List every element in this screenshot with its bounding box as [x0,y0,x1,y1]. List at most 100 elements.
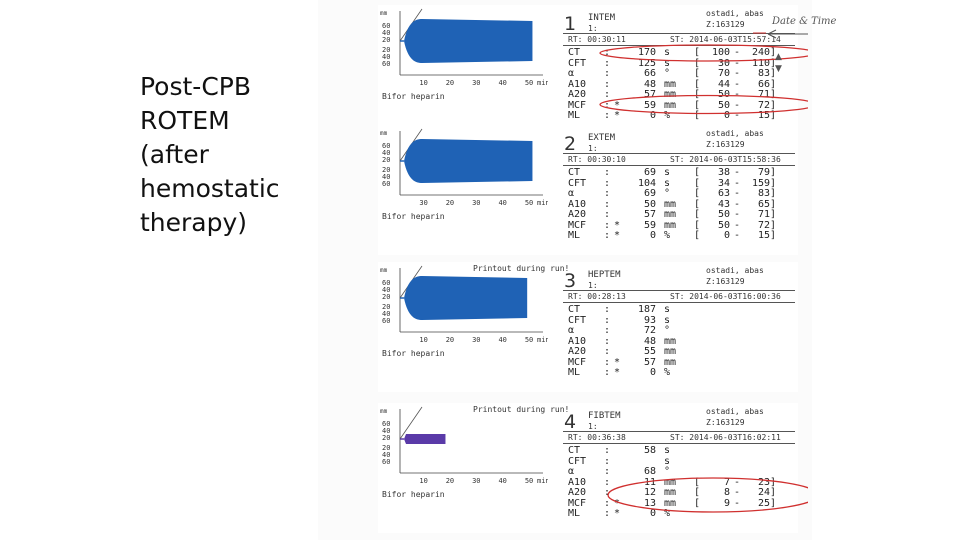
range-dash: - [733,57,741,69]
range-open: [ [694,47,701,58]
result-row: A10: 48 mm [44- 66] [568,78,778,91]
start-time: ST: 2014-06-03T16:02:11 [670,433,781,442]
x-tick-label: 20 [446,336,454,344]
parameter-name: A20 [568,89,587,100]
parameter-value: 57 [643,209,656,220]
y-tick-label: 20 [382,293,390,301]
y-tick-label: 40 [382,29,390,37]
separator: : [604,188,611,199]
flag-marker [614,90,624,101]
up-arrow-icon: ▲ [775,52,782,62]
range-close: ] [770,487,777,498]
parameter-value: 0 [649,367,656,378]
separator: : [604,304,611,315]
y-unit-label: mm [380,408,388,415]
y-tick-label: 40 [382,310,390,318]
parameter-name: CFT [568,57,587,69]
y-tick-label: 40 [382,451,390,459]
parameter-unit: % [664,367,671,378]
parameter-unit: mm [664,78,677,90]
patient-id: Z:163129 [706,277,745,286]
result-row: ML: * 0% [568,508,778,520]
range-high: 240 [751,47,770,58]
separator: : [604,356,611,368]
range-open: [ [694,188,701,199]
parameter-name: MCF [568,356,587,368]
parameter-value: 59 [643,219,656,231]
panel-number: 2 [564,133,577,155]
title-line: therapy) [140,208,248,237]
range-low: 50 [717,209,730,220]
range-dash: - [733,167,741,178]
x-tick-label: 50 [525,477,533,485]
range-dash: - [733,68,741,79]
parameter-value: 0 [649,110,656,121]
parameter-unit: % [664,230,671,241]
x-tick-label: 50 [525,199,533,207]
y-tick-label: 60 [382,22,390,30]
parameter-unit: % [664,508,671,519]
parameter-unit: mm [664,487,677,498]
result-row: CT:170 s[100-240] [568,47,778,59]
x-tick-label: 30 [472,477,480,485]
result-row: α: 72 ° [568,325,694,337]
header-rule [563,302,795,303]
parameter-unit: s [664,314,671,326]
range-high: 159 [751,177,770,189]
separator: : [604,167,611,178]
parameter-value: 48 [643,78,656,90]
result-row: A20: 12 mm [8- 24] [568,487,778,499]
y-tick-label: 60 [382,279,390,287]
parameter-unit: mm [664,198,677,210]
start-time: ST: 2014-06-03T16:00:36 [670,292,781,301]
parameter-name: ML [568,367,581,378]
x-tick-label: 30 [472,199,480,207]
annotation-arrow [767,29,808,39]
parameter-unit: s [664,57,671,69]
range-open: [ [694,57,701,69]
title-line: Post-CPB [140,72,252,101]
result-row: CFT: 125 s [30-110] [568,57,778,70]
parameter-name: A20 [568,487,587,498]
range-close: ] [770,57,777,69]
run-time: RT: 00:30:10 [568,155,626,164]
range-high: 72 [757,219,770,231]
clot-trace [404,139,533,183]
range-open: [ [694,68,701,79]
parameter-value: 58 [643,445,656,456]
test-name: FIBTEM [588,411,621,421]
clot-trace [404,434,446,444]
flag-marker [614,210,624,221]
parameter-name: A20 [568,346,587,357]
range-low: 43 [717,198,730,210]
x-tick-label: 40 [498,336,506,344]
range-dash: - [733,230,741,241]
parameter-value: 12 [643,487,656,498]
range-close: ] [770,230,777,241]
separator: : [604,110,611,121]
range-low: 50 [717,219,730,231]
run-time: RT: 00:28:13 [568,292,626,301]
flag-marker [614,168,624,179]
flag-marker [614,478,624,489]
flag-marker [614,326,624,337]
y-tick-label: 40 [382,53,390,61]
y-tick-label: 60 [382,60,390,68]
start-time: ST: 2014-06-03T15:57:14 [670,35,781,44]
range-close: ] [770,198,777,210]
range-high: 71 [757,209,770,220]
x-tick-label: 40 [498,79,506,87]
patient-id: Z:163129 [706,20,745,29]
parameter-name: α [568,466,575,477]
y-unit-label: mm [380,130,388,137]
separator: : [604,455,611,467]
range-dash: - [733,89,741,100]
separator: : [604,325,611,336]
range-high: 65 [757,198,770,210]
flag-marker [614,305,624,316]
flag-marker: * [614,219,621,231]
result-row: CFT: s [568,455,778,468]
range-close: ] [770,110,777,121]
